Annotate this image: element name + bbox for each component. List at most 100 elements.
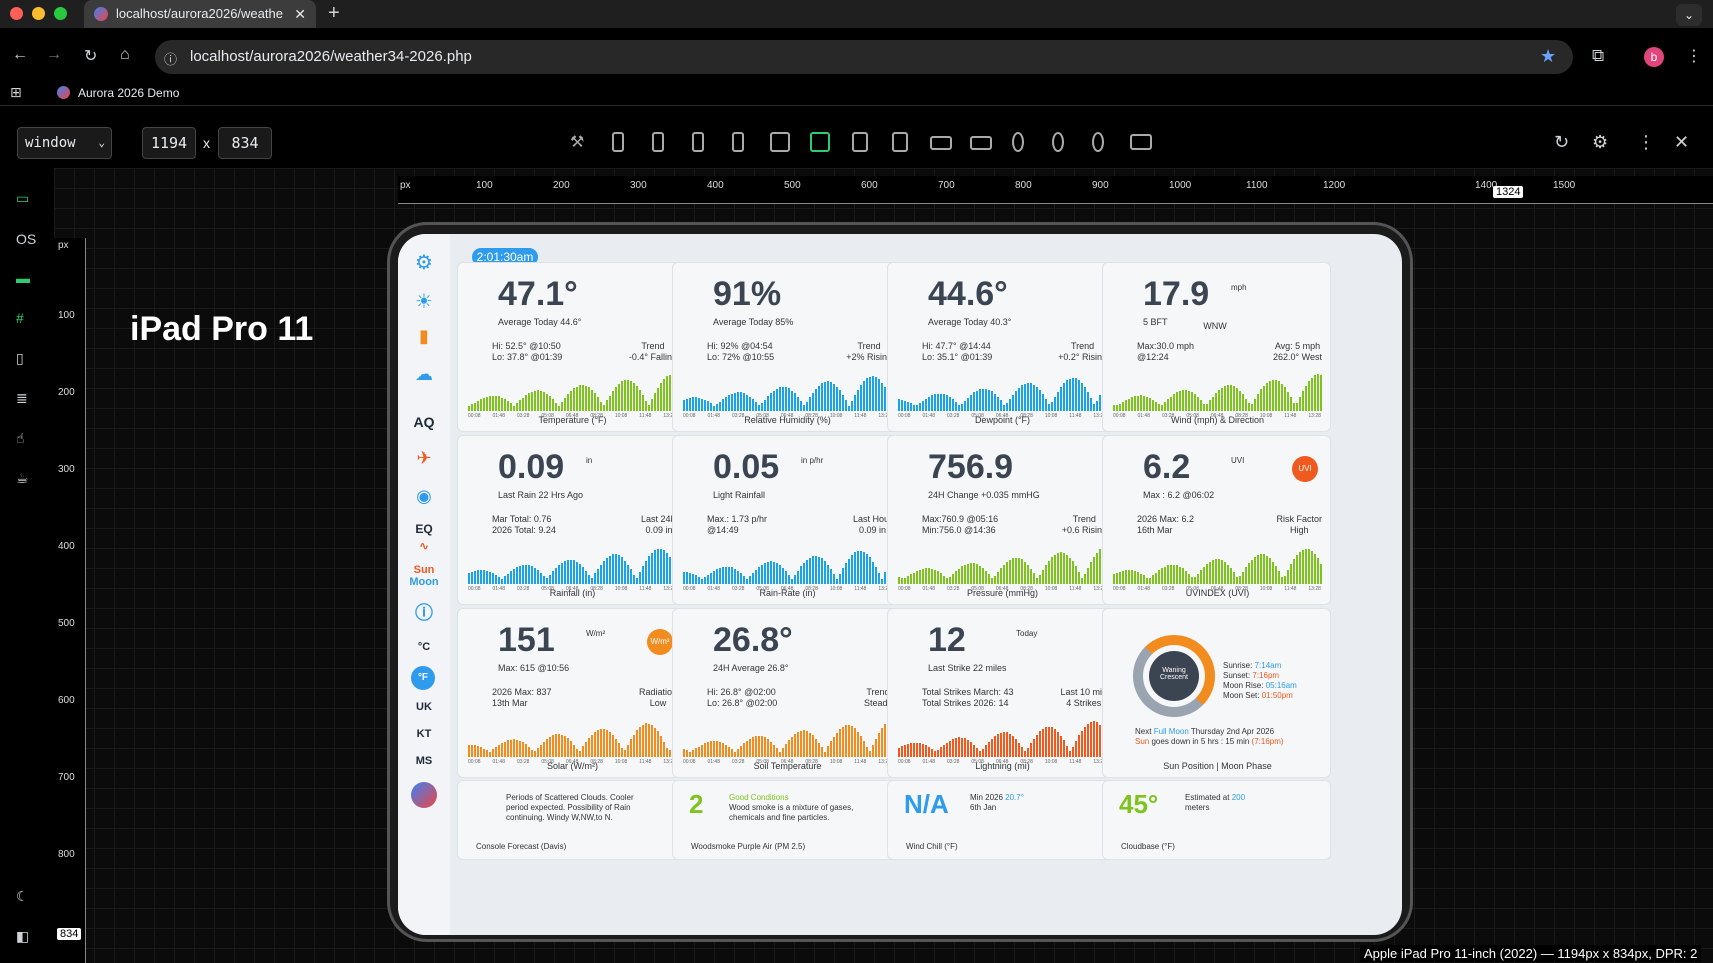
bookmark-aurora[interactable]: Aurora 2026 Demo	[78, 86, 180, 100]
weather-card[interactable]: 0.05 in p/hr Light Rainfall Max.: 1.73 p/hr…	[672, 435, 901, 605]
os-toggle[interactable]: OS	[16, 231, 37, 247]
lines-icon[interactable]: ≣	[16, 390, 28, 406]
weather-card[interactable]: 756.9 24H Change +0.035 mmHG Max:760.9 @05…	[887, 435, 1116, 605]
sparkline-bar	[728, 567, 730, 584]
laptop-icon[interactable]	[970, 136, 992, 150]
unit-kt[interactable]: KT	[416, 728, 432, 740]
webcam-icon[interactable]: ◉	[416, 486, 432, 506]
cloud-icon[interactable]: ☁	[415, 364, 433, 384]
sparkline-bar	[1066, 555, 1068, 584]
profile-avatar[interactable]: b	[1644, 47, 1664, 67]
weather-card[interactable]: 17.9 mph 5 BFT Max:30.0 mph @12:24 Avg: 5 mp…	[1102, 262, 1331, 432]
chart-icon[interactable]: ▮	[419, 326, 429, 346]
responsive-icon[interactable]: ▭	[16, 190, 30, 206]
rotate-icon[interactable]: ↻	[1554, 132, 1570, 152]
extensions-icon[interactable]: ⧉	[1592, 46, 1605, 65]
address-bar[interactable]	[155, 40, 1573, 74]
t: Min 2026	[970, 793, 1003, 802]
unit-celsius[interactable]: °C	[417, 641, 431, 653]
bottom-card[interactable]: N/A Min 2026 20.7° 6th Jan Wind Chill (°F)	[887, 780, 1116, 860]
height-input[interactable]: 834	[218, 127, 272, 159]
tools-icon[interactable]: ⚒	[570, 134, 585, 151]
weather-card[interactable]: 44.6° Average Today 40.3° Hi: 47.7° @14:44…	[887, 262, 1116, 432]
sidebar-eq[interactable]: EQ	[415, 522, 433, 536]
dark-mode-icon[interactable]: ☾	[16, 888, 29, 904]
sparkline-bar	[884, 572, 886, 584]
back-icon[interactable]: ←	[12, 46, 28, 63]
sparkline-bar	[922, 744, 924, 757]
sparkline-bar	[531, 392, 533, 411]
sidebar-aq[interactable]: AQ	[413, 414, 435, 430]
unit-uk[interactable]: UK	[416, 701, 432, 713]
tablet-icon[interactable]	[810, 132, 830, 152]
weather-card[interactable]: 91% Average Today 85% Hi: 92% @04:54 Lo: 7…	[672, 262, 901, 432]
grid-icon[interactable]: #	[16, 310, 24, 326]
watch-icon[interactable]	[1012, 132, 1024, 152]
sparkline-bar	[737, 749, 739, 757]
coffee-icon[interactable]: ☕	[16, 470, 29, 486]
foldable-icon[interactable]	[770, 132, 790, 152]
more-icon[interactable]: ⋮	[1637, 132, 1655, 152]
weather-card[interactable]: 0.09 in Last Rain 22 Hrs Ago Mar Total: 0.7…	[457, 435, 686, 605]
tablet-icon[interactable]	[852, 132, 868, 152]
bookmark-star-icon[interactable]: ★	[1540, 46, 1557, 66]
site-info-icon[interactable]: ⓘ	[164, 52, 178, 67]
mode-select[interactable]: window ⌄	[17, 127, 112, 159]
url-text[interactable]: localhost/aurora2026/weather34-2026.php	[190, 48, 472, 65]
airplane-icon[interactable]: ✈	[416, 448, 432, 468]
close-window-icon[interactable]	[10, 7, 23, 20]
watch-icon[interactable]	[1092, 132, 1104, 152]
weather-card[interactable]: 12 Today Last Strike 22 miles Total Strikes…	[887, 608, 1116, 778]
sidebar-sun[interactable]: Sun	[413, 564, 435, 576]
home-icon[interactable]: ⌂	[120, 46, 130, 63]
info-icon[interactable]: ⓘ	[415, 603, 433, 623]
weather-card[interactable]: 26.8° 24H Average 26.8° Hi: 26.8° @02:00 L…	[672, 608, 901, 778]
sidebar-moon[interactable]: Moon	[409, 576, 439, 588]
phone-icon[interactable]	[612, 132, 624, 152]
sidebar-toggle-icon[interactable]: ◧	[16, 928, 30, 944]
settings-gear-icon[interactable]: ⚙	[415, 252, 433, 274]
watch-icon[interactable]	[1052, 132, 1064, 152]
new-tab-button[interactable]: +	[328, 2, 340, 24]
close-tab-icon[interactable]: ✕	[294, 6, 306, 22]
sparkline-bar	[477, 746, 479, 757]
sparkline-bar	[1096, 401, 1098, 411]
sparkline-bar	[648, 405, 650, 411]
minimize-window-icon[interactable]	[32, 7, 45, 20]
weather-card[interactable]: 151 W/m² Max: 615 @10:56 2026 Max: 837 13th…	[457, 608, 686, 778]
unit-fahrenheit[interactable]: °F	[411, 666, 435, 690]
settings-gear-icon[interactable]: ⚙	[1592, 132, 1609, 152]
unit-ms[interactable]: MS	[415, 755, 433, 767]
weather-card[interactable]: 6.2 UVI Max : 6.2 @06:02 2026 Max: 6.2 16th…	[1102, 435, 1331, 605]
width-input[interactable]: 1194	[142, 127, 196, 159]
weather-card[interactable]: Waning Crescent Sunrise: 7:14am Sunset: 7:…	[1102, 608, 1331, 778]
apps-grid-icon[interactable]: ⊞	[10, 84, 22, 100]
phone-icon[interactable]	[652, 132, 664, 152]
tablet-icon[interactable]	[892, 132, 908, 152]
forward-icon[interactable]: →	[46, 46, 62, 63]
touch-icon[interactable]: ☝	[16, 430, 25, 446]
axis-label: 00:08	[898, 759, 911, 765]
sparkline-bar	[788, 575, 790, 584]
zoom-window-icon[interactable]	[54, 7, 67, 20]
menu-icon[interactable]: ⋮	[1686, 48, 1702, 65]
tab-search-icon[interactable]: ⌄	[1676, 4, 1702, 26]
laptop-icon[interactable]	[930, 136, 952, 150]
ruler-icon[interactable]: ▬	[16, 270, 30, 286]
phone-icon[interactable]	[732, 132, 744, 152]
card-hilo: Hi: 47.7° @14:44 Lo: 35.1° @01:39	[922, 341, 993, 362]
bottom-card[interactable]: 45° Estimated at 200 meters Cloudbase (°F)	[1102, 780, 1331, 860]
sparkline-bar	[716, 569, 718, 584]
device-icon[interactable]: ▯	[16, 350, 24, 366]
sparkline-bar	[579, 385, 581, 411]
close-icon[interactable]: ✕	[1674, 132, 1690, 152]
browser-tab[interactable]: localhost/aurora2026/weathe ✕	[84, 0, 316, 28]
desktop-icon[interactable]	[1130, 134, 1152, 150]
sparkline-bar	[722, 399, 724, 411]
bottom-card[interactable]: 2 Good Conditions Wood smoke is a mixture …	[672, 780, 901, 860]
sun-icon[interactable]: ☀	[415, 291, 433, 313]
phone-icon[interactable]	[692, 132, 704, 152]
reload-icon[interactable]: ↻	[84, 48, 98, 65]
weather-card[interactable]: 47.1° Average Today 44.6° Hi: 52.5° @10:50…	[457, 262, 686, 432]
bottom-card[interactable]: Periods of Scattered Clouds. Cooler peri…	[457, 780, 686, 860]
